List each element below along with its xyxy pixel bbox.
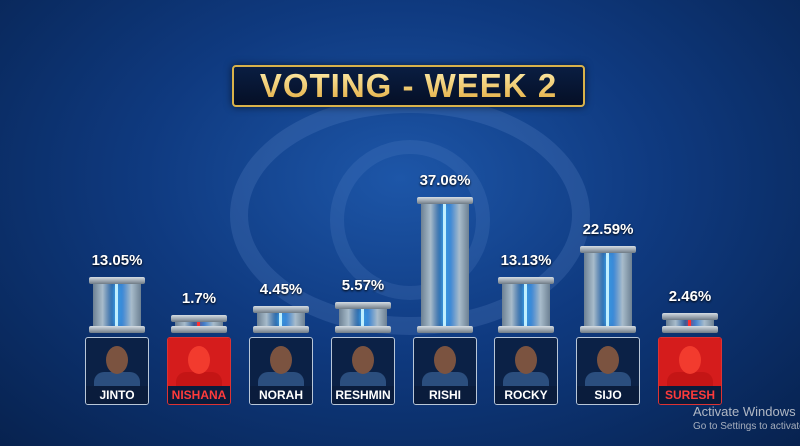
watermark-line-1: Activate Windows [693,404,796,419]
bar-cap-bottom [417,325,473,333]
avatar-head [679,346,701,374]
contestant-name: NORAH [250,386,312,404]
contestant-photo [250,338,312,392]
watermark-line-2: Go to Settings to activate Windows. [693,421,800,432]
contestant-name: ROCKY [495,386,557,404]
bar [662,312,718,333]
contestant-card: JINTO [85,337,149,405]
bar-cap-top [335,302,391,310]
bar [498,277,554,333]
bar-cap-bottom [335,325,391,333]
bar-cap-top [498,277,554,285]
avatar-head [106,346,128,374]
bar-cap-bottom [253,325,309,333]
lightning-icon [115,284,118,326]
avatar-head [597,346,619,374]
bar [171,315,227,333]
contestant-name: RESHMIN [332,386,394,404]
contestant-card: ROCKY [494,337,558,405]
lightning-icon [524,284,527,326]
bar [89,277,145,333]
lightning-icon [443,204,446,326]
contestant-card: RISHI [413,337,477,405]
bar-cap-top [171,315,227,323]
contestant-photo [414,338,476,392]
data-label: 13.05% [91,252,143,270]
bar-cap-top [89,277,145,285]
title-banner: VOTING - WEEK 2 [232,65,585,107]
avatar-head [352,346,374,374]
page-title: VOTING - WEEK 2 [259,67,558,104]
contestant-name: NISHANA [168,386,230,404]
bar-cap-top [662,312,718,320]
avatar-head [270,346,292,374]
bar-cap-top [580,245,636,253]
bar-cap-top [253,306,309,314]
contestant-photo [495,338,557,392]
bar-cap-bottom [498,325,554,333]
bar-cap-top [417,197,473,205]
contestant-card: NORAH [249,337,313,405]
lightning-icon [688,319,691,326]
contestant-name: RISHI [414,386,476,404]
lightning-icon [197,322,200,326]
contestant-card: SIJO [576,337,640,405]
contestant-name: JINTO [86,386,148,404]
avatar-head [188,346,210,374]
contestant-card: NISHANA [167,337,231,405]
bar-cap-bottom [89,325,145,333]
bar [335,302,391,333]
bar [580,245,636,333]
contestant-card: SURESH [658,337,722,405]
bar-cap-bottom [662,325,718,333]
contestant-card: RESHMIN [331,337,395,405]
contestant-photo [659,338,721,392]
contestant-photo [86,338,148,392]
lightning-icon [279,313,282,326]
contestant-photo [168,338,230,392]
avatar-head [434,346,456,374]
data-label: 37.06% [419,172,471,190]
contestant-photo [577,338,639,392]
lightning-icon [606,252,609,326]
data-label: 5.57% [341,277,385,295]
bar [253,306,309,333]
contestant-photo [332,338,394,392]
contestant-name: SURESH [659,386,721,404]
data-label: 2.46% [668,287,712,305]
avatar-head [515,346,537,374]
data-label: 1.7% [181,290,217,308]
data-label: 13.13% [500,252,552,270]
bar [417,197,473,333]
lightning-icon [361,309,364,326]
contestant-name: SIJO [577,386,639,404]
bar-cap-bottom [171,325,227,333]
bar-cap-bottom [580,325,636,333]
data-label: 4.45% [259,281,303,299]
data-label: 22.59% [582,220,634,238]
